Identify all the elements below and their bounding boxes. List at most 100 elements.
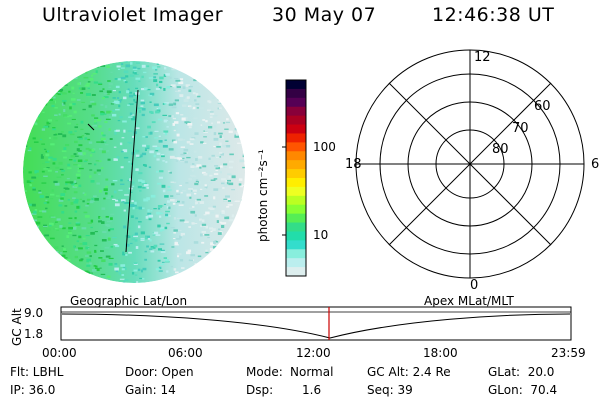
image-speckle — [229, 160, 234, 163]
image-speckle — [63, 187, 69, 190]
image-speckle — [203, 72, 208, 75]
image-speckle — [140, 180, 145, 184]
image-speckle — [31, 176, 37, 179]
image-speckle — [76, 240, 80, 243]
image-speckle — [134, 72, 137, 75]
image-speckle — [169, 86, 173, 88]
image-speckle — [233, 112, 239, 114]
image-speckle — [86, 82, 90, 85]
image-speckle — [206, 271, 209, 274]
image-speckle — [174, 271, 179, 274]
image-speckle — [219, 135, 222, 139]
image-speckle — [58, 61, 63, 62]
image-speckle — [188, 259, 194, 262]
image-speckle — [172, 202, 176, 205]
image-speckle — [40, 75, 44, 77]
image-speckle — [209, 181, 213, 184]
image-speckle — [28, 120, 33, 124]
image-speckle — [50, 266, 56, 269]
image-speckle — [77, 159, 83, 163]
image-speckle — [149, 94, 153, 97]
image-speckle — [50, 216, 56, 218]
image-speckle — [188, 207, 193, 210]
image-speckle — [245, 253, 246, 256]
image-speckle — [23, 140, 28, 143]
image-speckle — [175, 200, 180, 203]
image-speckle — [233, 200, 236, 202]
image-speckle — [237, 142, 242, 144]
image-speckle — [74, 130, 77, 132]
image-speckle — [161, 155, 165, 158]
image-speckle — [81, 101, 86, 103]
image-speckle — [120, 264, 126, 267]
image-speckle — [95, 160, 100, 162]
image-speckle — [53, 96, 56, 99]
image-speckle — [135, 217, 138, 220]
image-speckle — [114, 78, 119, 80]
image-speckle — [144, 164, 147, 167]
image-speckle — [139, 189, 142, 192]
image-speckle — [41, 277, 44, 281]
image-speckle — [49, 193, 55, 196]
image-speckle — [94, 231, 98, 233]
image-speckle — [98, 173, 101, 175]
image-speckle — [158, 61, 163, 62]
image-speckle — [89, 77, 94, 81]
image-speckle — [232, 93, 236, 96]
image-speckle — [168, 61, 171, 64]
image-speckle — [197, 277, 201, 280]
image-speckle — [128, 94, 134, 98]
image-speckle — [59, 88, 64, 92]
image-speckle — [42, 147, 45, 151]
image-speckle — [159, 212, 164, 215]
image-speckle — [188, 269, 191, 273]
image-speckle — [196, 164, 202, 168]
image-speckle — [231, 236, 234, 238]
image-speckle — [59, 252, 63, 254]
image-speckle — [123, 202, 127, 205]
image-speckle — [84, 214, 90, 218]
image-speckle — [41, 106, 45, 108]
image-speckle — [93, 265, 97, 267]
image-speckle — [82, 275, 87, 277]
image-speckle — [46, 121, 49, 125]
timeline-ytick-bottom: 1.8 — [24, 327, 44, 341]
image-speckle — [93, 122, 98, 124]
image-speckle — [141, 64, 146, 68]
image-speckle — [239, 242, 243, 246]
image-speckle — [195, 199, 201, 202]
image-speckle — [142, 267, 147, 271]
image-speckle — [110, 213, 115, 216]
image-speckle — [65, 181, 70, 184]
image-speckle — [122, 96, 127, 100]
image-speckle — [123, 70, 129, 74]
image-speckle — [52, 128, 57, 131]
timeline-xtick-0000: 00:00 — [42, 346, 77, 360]
image-speckle — [134, 201, 137, 205]
image-speckle — [72, 185, 78, 188]
image-speckle — [112, 110, 115, 112]
image-speckle — [56, 229, 59, 231]
image-speckle — [85, 159, 88, 161]
image-speckle — [131, 200, 134, 203]
image-speckle — [209, 66, 214, 69]
image-speckle — [29, 147, 32, 151]
image-speckle — [127, 235, 131, 238]
image-speckle — [168, 206, 171, 210]
image-speckle — [165, 161, 168, 164]
image-speckle — [213, 145, 216, 148]
image-speckle — [141, 207, 145, 210]
image-speckle — [201, 241, 205, 244]
image-speckle — [66, 271, 70, 274]
image-speckle — [99, 189, 103, 193]
image-speckle — [158, 266, 162, 269]
image-speckle — [86, 258, 92, 262]
image-speckle — [234, 95, 238, 98]
image-speckle — [175, 90, 179, 92]
image-speckle — [85, 235, 90, 237]
image-speckle — [119, 116, 123, 119]
image-speckle — [37, 216, 43, 218]
image-speckle — [33, 191, 39, 194]
image-speckle — [112, 236, 117, 239]
image-speckle — [96, 141, 101, 143]
